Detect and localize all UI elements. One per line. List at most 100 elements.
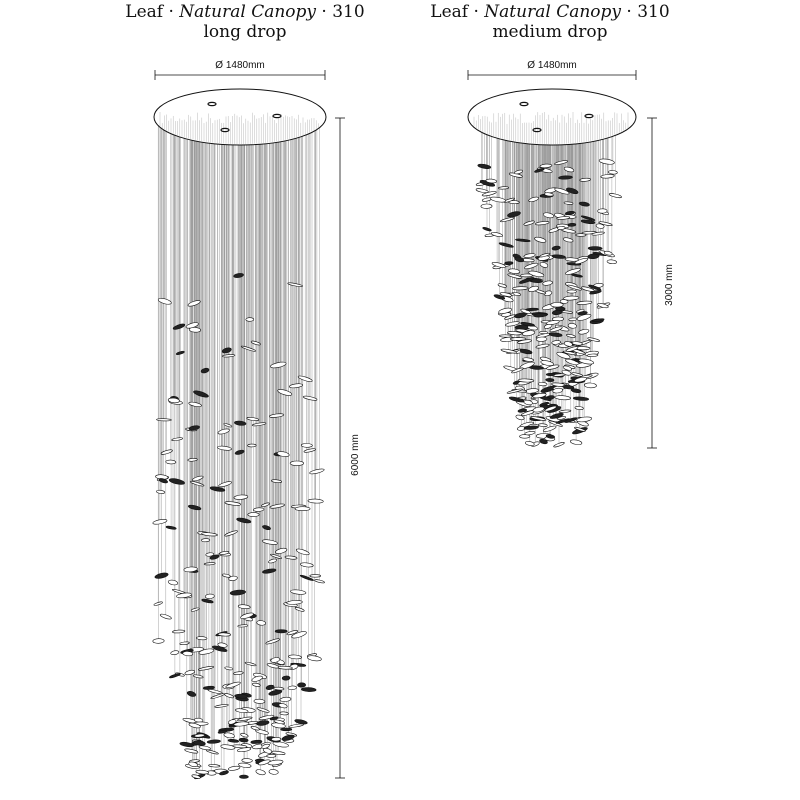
leaf [558, 175, 573, 180]
leaf [270, 657, 281, 663]
leaf [509, 337, 527, 341]
leaf [539, 262, 549, 268]
leaf [196, 636, 208, 641]
leaf [237, 716, 253, 722]
leaf [597, 208, 608, 214]
leaf [577, 311, 588, 316]
leaf [262, 568, 277, 574]
leaf [220, 744, 236, 750]
leaf [300, 443, 313, 448]
leaf [534, 236, 547, 243]
leaf [548, 420, 563, 427]
leaf [217, 632, 231, 637]
leaf [207, 689, 223, 694]
leaf [508, 396, 525, 403]
leaf [507, 211, 521, 218]
leaf [255, 729, 269, 735]
leaf [606, 259, 618, 265]
leaf [534, 168, 545, 173]
leaf [587, 337, 601, 342]
leaf [247, 512, 260, 517]
leaf [267, 759, 284, 766]
leaf [247, 443, 257, 448]
leaf [545, 320, 560, 325]
leaf [251, 675, 263, 682]
leaf [193, 390, 209, 398]
leaf [179, 641, 190, 646]
leaf [562, 365, 573, 371]
leaf [245, 317, 255, 322]
leaf [250, 340, 261, 346]
leaf [229, 589, 246, 596]
leaf [251, 422, 267, 427]
leaf [554, 187, 570, 195]
leaf [198, 745, 211, 751]
leaf [517, 408, 527, 413]
leaf [153, 601, 163, 606]
leaf [480, 203, 493, 209]
leaf [194, 733, 205, 738]
leaf [158, 478, 168, 484]
leaf [208, 764, 221, 768]
leaf [574, 426, 586, 432]
leaf [228, 575, 238, 581]
leaf [152, 638, 165, 644]
leaf [498, 307, 513, 314]
leaf [227, 719, 237, 725]
leaf [239, 774, 249, 779]
leaf [273, 719, 285, 725]
leaf [574, 376, 587, 383]
leaf [159, 613, 172, 620]
leaf [545, 434, 556, 439]
leaf [227, 739, 240, 743]
leaf [307, 498, 324, 504]
leaf [200, 367, 210, 374]
leaf [523, 220, 535, 226]
leaf [278, 703, 288, 709]
leaf [515, 238, 531, 242]
leaf [223, 423, 233, 428]
leaf [246, 417, 260, 421]
leaf [209, 486, 226, 492]
leaf [303, 448, 316, 453]
leaf [498, 334, 512, 338]
medium-drop-diameter-label: Ø 1480mm [527, 60, 576, 71]
leaf [524, 441, 535, 446]
leaf [217, 428, 230, 435]
leaf [235, 708, 249, 713]
leaf [214, 704, 229, 708]
leaf [548, 332, 563, 337]
leaf [491, 261, 506, 268]
leaf [269, 503, 285, 509]
leaf [188, 401, 202, 407]
leaf [553, 442, 565, 448]
leaf [533, 313, 548, 318]
leaf [514, 256, 525, 263]
leaf [187, 458, 198, 462]
leaf [507, 331, 522, 336]
leaf [539, 330, 548, 335]
leaf [198, 666, 215, 671]
leaf [217, 445, 232, 451]
leaf [172, 323, 186, 330]
leaf [539, 438, 548, 445]
leaf [578, 358, 595, 365]
leaf [221, 354, 236, 358]
leaf [543, 212, 555, 219]
leaf [520, 322, 535, 327]
leaf [286, 600, 303, 605]
leaf [237, 604, 251, 609]
long-drop-height-dimension: 6000 mm [335, 117, 361, 779]
leaf [551, 245, 561, 251]
leaf [576, 416, 593, 423]
leaf [182, 651, 194, 657]
leaf [545, 378, 555, 382]
leaf [551, 340, 561, 345]
leaf [233, 671, 244, 675]
leaf [554, 160, 569, 165]
leaf [261, 502, 270, 507]
long-drop-diameter-dimension: Ø 1480mm [154, 60, 326, 80]
long-drop-canopy-holes [207, 101, 282, 133]
medium-drop-leaves [475, 158, 622, 448]
leaf [595, 223, 605, 229]
